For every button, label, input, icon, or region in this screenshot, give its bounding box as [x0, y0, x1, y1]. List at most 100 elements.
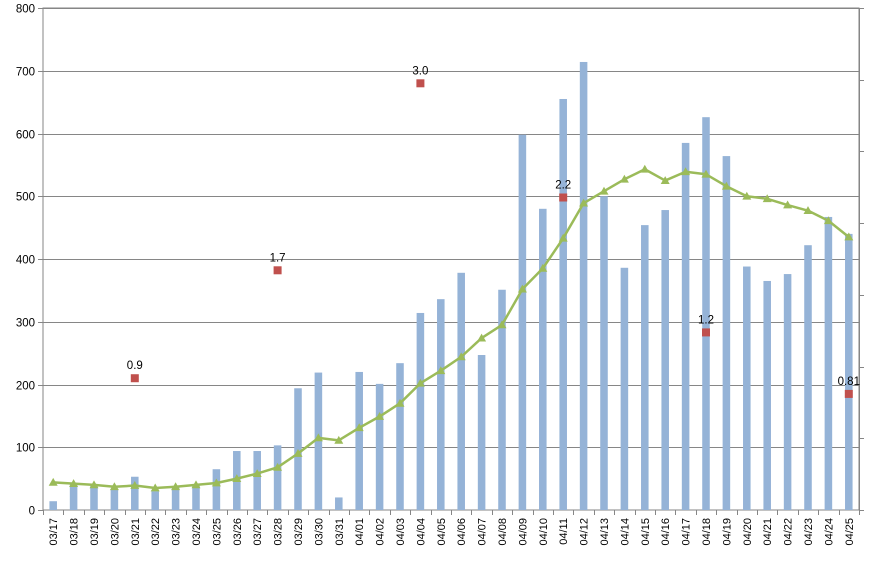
line-point	[538, 263, 548, 272]
x-tick-label: 03/21	[130, 518, 142, 546]
line-point	[69, 479, 79, 488]
bar	[600, 196, 608, 510]
line-point	[640, 164, 650, 173]
bar	[171, 486, 180, 510]
bar	[375, 383, 384, 510]
bar	[559, 98, 567, 511]
x-tick-label: 03/30	[313, 518, 325, 546]
x-tick-label: 04/10	[538, 518, 550, 546]
x-tick-label: 03/29	[293, 518, 305, 546]
bar	[681, 142, 690, 510]
scatter-point	[702, 328, 710, 337]
line-point	[232, 474, 242, 482]
bar	[49, 501, 57, 510]
line-point	[436, 366, 446, 375]
scatter-point	[416, 79, 425, 88]
x-tick-label: 04/08	[497, 518, 509, 546]
line-point	[415, 378, 425, 387]
line-point	[150, 483, 160, 492]
bar	[90, 484, 98, 510]
x-tick-label: 04/16	[660, 518, 672, 546]
bar	[661, 210, 669, 510]
x-tick-label: 03/31	[334, 518, 346, 546]
bar	[110, 489, 119, 510]
bar	[722, 156, 731, 510]
y-tick-label: 700	[16, 67, 35, 79]
scatter-point	[844, 389, 853, 398]
line-point	[660, 176, 670, 184]
line-point	[701, 169, 711, 178]
bar	[539, 208, 547, 511]
bar	[498, 289, 506, 510]
y-tick-label: 300	[16, 318, 35, 330]
scatter-point	[130, 374, 139, 383]
line-point	[395, 398, 405, 407]
x-tick-label: 04/20	[742, 518, 754, 546]
y-tick-label: 100	[16, 443, 35, 455]
x-tick-label: 04/02	[375, 518, 387, 546]
y-tick-label: 200	[16, 381, 35, 393]
line-point	[48, 477, 58, 486]
x-tick-label: 04/07	[477, 518, 489, 546]
y-tick-label: 500	[16, 192, 35, 204]
bar	[457, 272, 465, 510]
line-point	[619, 174, 629, 183]
line-point	[130, 481, 140, 489]
line-point	[293, 449, 303, 457]
x-tick-label: 03/17	[48, 518, 60, 546]
line-point	[803, 206, 813, 215]
scatter-data-label: 1.2	[698, 314, 714, 326]
line-point	[477, 333, 487, 342]
trend-line	[53, 168, 850, 490]
bar	[641, 225, 649, 511]
line-point	[109, 482, 119, 491]
bar	[579, 61, 588, 511]
x-tick-label: 04/14	[619, 518, 631, 546]
bar	[273, 445, 282, 510]
bar	[620, 267, 629, 510]
line-point	[252, 469, 262, 477]
line-point	[844, 232, 854, 241]
line-point	[599, 186, 609, 195]
scatter-data-label: 0.81	[838, 376, 860, 388]
scatter-data-label: 3.0	[412, 65, 428, 77]
x-tick-label: 03/25	[211, 518, 223, 546]
line-point	[497, 320, 507, 329]
x-tick-label: 04/11	[558, 518, 570, 545]
x-tick-label: 03/26	[232, 518, 244, 546]
bar	[253, 451, 261, 510]
bar	[702, 117, 710, 510]
x-tick-label: 03/23	[171, 518, 183, 546]
bar	[396, 363, 404, 510]
bar	[763, 280, 771, 510]
bar	[437, 299, 445, 510]
x-tick-label: 04/03	[395, 518, 407, 546]
x-tick-label: 04/25	[844, 518, 856, 546]
line-point	[558, 233, 568, 242]
x-tick-label: 03/18	[69, 518, 81, 546]
bar	[192, 485, 200, 510]
x-tick-label: 03/19	[89, 518, 101, 546]
x-tick-label: 04/01	[354, 518, 366, 546]
bar	[335, 497, 343, 510]
x-tick-label: 04/19	[721, 518, 733, 546]
line-point	[171, 482, 181, 491]
y-tick-label: 0	[29, 506, 35, 518]
line-point	[89, 480, 99, 489]
line-point	[456, 352, 466, 361]
y-tick-label: 600	[16, 130, 35, 142]
x-tick-label: 04/06	[456, 518, 468, 546]
bar	[416, 312, 425, 510]
x-tick-label: 04/21	[762, 518, 774, 546]
bar	[845, 233, 853, 510]
line-point	[579, 198, 589, 207]
scatter-data-label: 2.2	[555, 180, 571, 192]
bar	[783, 274, 792, 510]
line-point	[783, 200, 793, 209]
line-point	[354, 423, 364, 432]
bar	[804, 245, 812, 510]
bar	[355, 371, 363, 510]
line-point	[742, 191, 752, 200]
